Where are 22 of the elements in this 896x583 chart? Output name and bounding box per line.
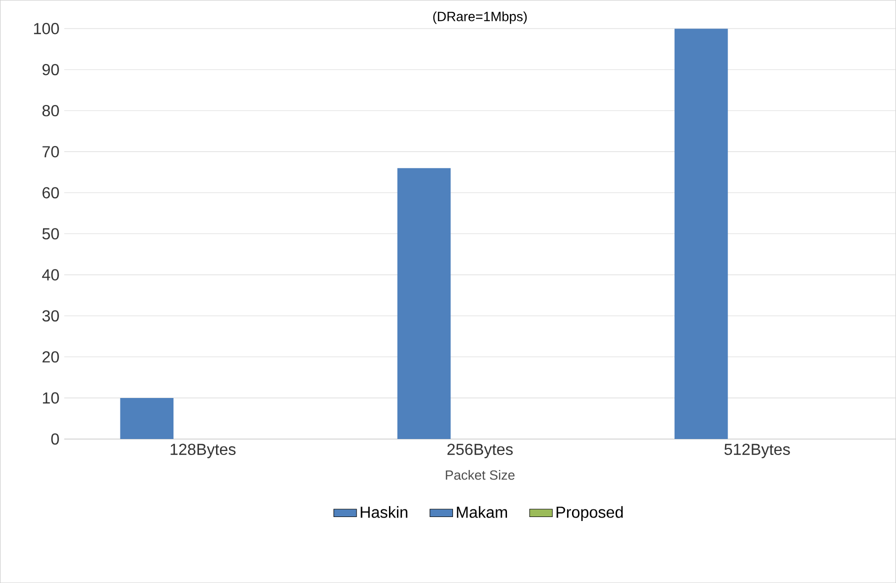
y-tick-label: 10	[42, 392, 59, 404]
x-tick-label: 128Bytes	[170, 444, 236, 458]
bar	[674, 28, 728, 439]
legend-label: Haskin	[360, 506, 408, 518]
x-tick-label: 512Bytes	[724, 444, 790, 458]
y-tick-label: 60	[42, 187, 59, 198]
chart-title: (DRare=1Mbps)	[433, 11, 527, 24]
y-tick-label: 70	[42, 146, 59, 158]
y-tick-label: 40	[42, 269, 59, 280]
y-tick-label: 100	[34, 22, 59, 34]
x-tick-label: 256Bytes	[447, 444, 513, 458]
y-tick-label: 30	[42, 310, 59, 322]
y-tick-label: 50	[42, 228, 59, 240]
legend-label: Proposed	[556, 506, 623, 521]
y-tick-label: 0	[51, 433, 59, 445]
bar	[397, 168, 451, 439]
y-tick-label: 80	[42, 104, 59, 116]
bar	[120, 398, 174, 439]
legend-label: Makam	[456, 506, 507, 518]
y-tick-label: 90	[42, 64, 59, 76]
x-axis-title: Packet Size	[446, 470, 515, 480]
y-tick-label: 20	[42, 351, 59, 362]
